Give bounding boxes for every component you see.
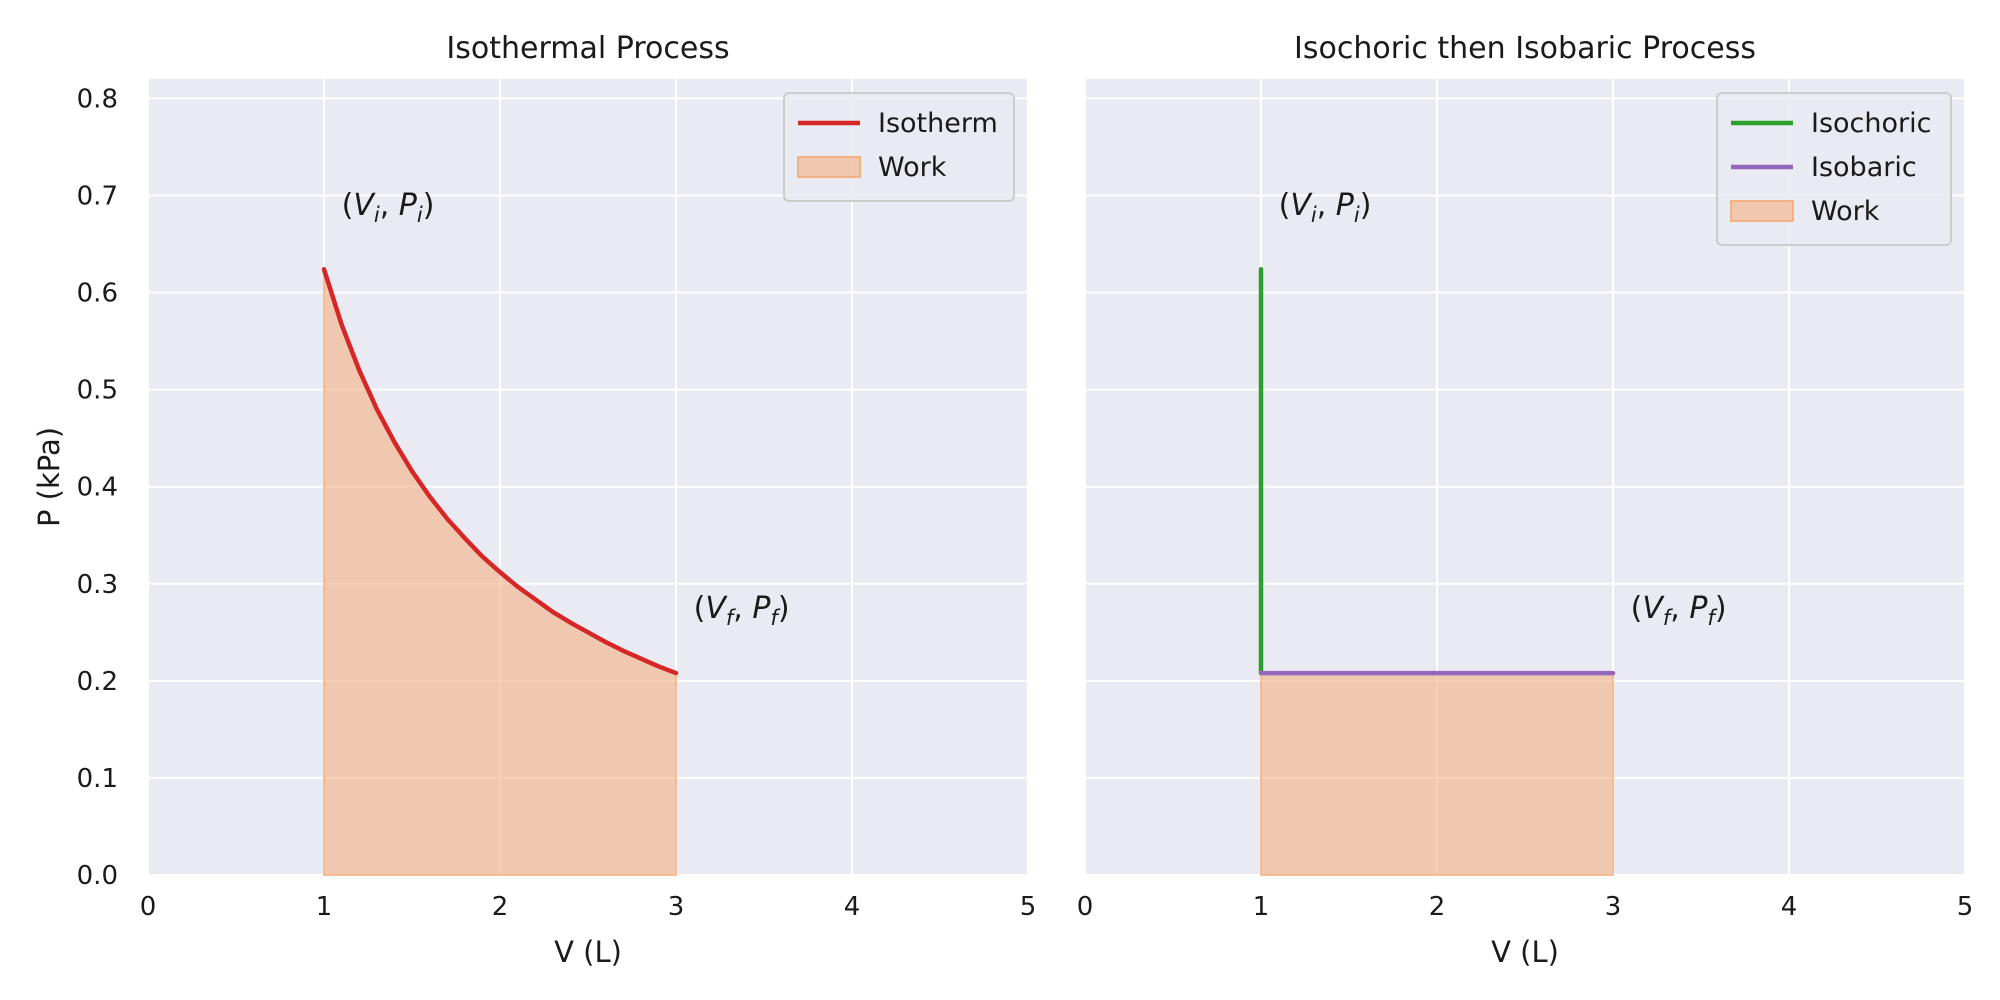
x-tick-label: 3 bbox=[1605, 892, 1622, 922]
legend-label: Isochoric bbox=[1811, 108, 1931, 139]
x-tick-label: 2 bbox=[1429, 892, 1446, 922]
legend: Isotherm Work bbox=[783, 92, 1015, 202]
x-tick-label: 4 bbox=[1781, 892, 1798, 922]
legend-label: Work bbox=[878, 152, 947, 183]
work-area bbox=[1260, 672, 1614, 876]
isotherm-line bbox=[321, 267, 679, 676]
chart-title: Isothermal Process bbox=[446, 31, 729, 66]
x-axis-label: V (L) bbox=[1491, 935, 1559, 969]
x-tick-label: 1 bbox=[316, 892, 333, 922]
y-tick-label: 0.7 bbox=[77, 181, 118, 211]
x-tick-label: 1 bbox=[1253, 892, 1270, 922]
y-axis-label: P (kPa) bbox=[32, 427, 66, 527]
x-tick-label: 0 bbox=[1077, 892, 1094, 922]
x-tick-label: 3 bbox=[668, 892, 685, 922]
legend: Isochoric Isobaric Work bbox=[1716, 92, 1952, 246]
isothermal-chart: 0 1 2 3 4 5 0.0 0.1 0.2 0.3 0.4 0.5 0.6 0.7 0.8 Isother… bbox=[32, 31, 1036, 969]
x-axis-label: V (L) bbox=[554, 935, 622, 969]
legend-label: Isotherm bbox=[878, 108, 998, 139]
legend-swatch bbox=[797, 156, 861, 178]
y-tick-label: 0.6 bbox=[77, 279, 118, 309]
y-tick-label: 0.8 bbox=[77, 84, 118, 114]
isochoric-isobaric-chart: 0 1 2 3 4 5 Isochoric then Isobaric Process V (… bbox=[1077, 31, 1974, 969]
y-tick-label: 0.5 bbox=[77, 376, 118, 406]
point-annotation: (Vf, Pf) bbox=[1631, 591, 1727, 630]
y-tick-label: 0.1 bbox=[77, 764, 118, 794]
y-tick-label: 0.3 bbox=[77, 570, 118, 600]
y-tick-label: 0.4 bbox=[77, 473, 118, 503]
point-annotation: (Vi, Pi) bbox=[342, 188, 435, 227]
x-tick-label: 0 bbox=[140, 892, 157, 922]
y-tick-label: 0.0 bbox=[77, 861, 118, 891]
point-annotation: (Vi, Pi) bbox=[1279, 188, 1372, 227]
x-tick-label: 5 bbox=[1957, 892, 1974, 922]
legend-label: Isobaric bbox=[1811, 152, 1917, 183]
x-tick-label: 4 bbox=[844, 892, 861, 922]
x-tick-label: 2 bbox=[492, 892, 509, 922]
legend-swatch bbox=[1730, 200, 1794, 222]
point-annotation: (Vf, Pf) bbox=[694, 591, 790, 630]
legend-label: Work bbox=[1811, 196, 1880, 227]
y-tick-label: 0.2 bbox=[77, 667, 118, 697]
x-tick-label: 5 bbox=[1020, 892, 1037, 922]
chart-title: Isochoric then Isobaric Process bbox=[1294, 31, 1756, 66]
